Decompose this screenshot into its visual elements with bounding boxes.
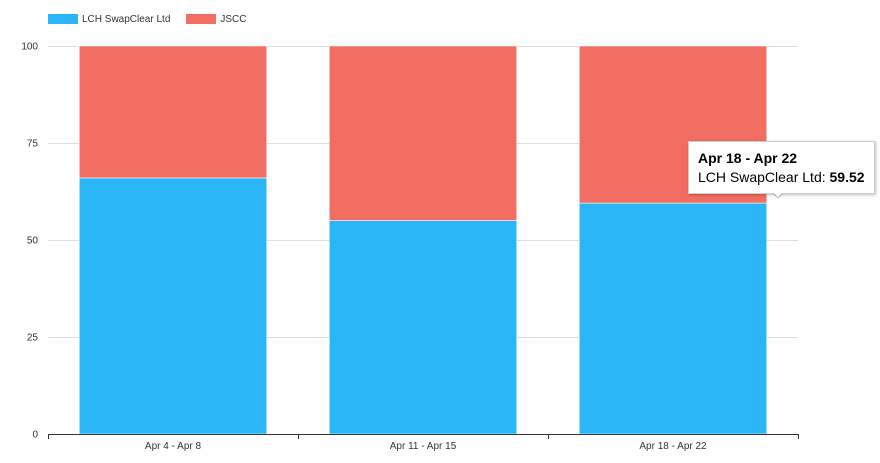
bar-lch-swapclear-2[interactable] <box>578 202 768 435</box>
bar-jscc-1[interactable] <box>328 45 518 221</box>
y-tick-label: 75 <box>27 139 39 150</box>
legend-label-lch-swapclear: LCH SwapClear Ltd <box>82 13 171 25</box>
tooltip-value: 59.52 <box>829 169 865 185</box>
y-tick-label: 100 <box>21 42 38 53</box>
legend-item-jscc[interactable]: JSCC <box>186 13 247 25</box>
tooltip-row: LCH SwapClear Ltd: 59.52 <box>698 169 865 185</box>
legend-item-lch-swapclear[interactable]: LCH SwapClear Ltd <box>48 14 170 25</box>
y-tick-label: 50 <box>27 236 39 247</box>
y-tick-label: 25 <box>27 333 39 344</box>
legend-swatch-jscc <box>186 14 217 24</box>
bar-jscc-0[interactable] <box>78 45 268 179</box>
x-tick-label: Apr 11 - Apr 15 <box>390 441 457 452</box>
legend-swatch-lch-swapclear <box>48 14 78 24</box>
tooltip: Apr 18 - Apr 22 LCH SwapClear Ltd: 59.52 <box>688 141 875 194</box>
axes: 0 25 50 75 100 Apr 4 - Apr 8 Apr 11 - Apr 15 Ap… <box>21 42 799 452</box>
x-tick-label: Apr 18 - Apr 22 <box>639 441 707 452</box>
bar-lch-swapclear-1[interactable] <box>328 220 518 435</box>
x-tick-label: Apr 4 - Apr 8 <box>145 441 202 452</box>
bar-lch-swapclear-0[interactable] <box>78 177 268 435</box>
tooltip-title: Apr 18 - Apr 22 <box>698 150 798 166</box>
legend: LCH SwapClear Ltd JSCC <box>48 12 263 26</box>
tooltip-series-label: LCH SwapClear Ltd <box>698 169 822 185</box>
legend-label-jscc: JSCC <box>220 13 247 25</box>
bars <box>78 45 768 435</box>
y-tick-label: 0 <box>32 430 38 441</box>
tooltip-arrow-fill <box>769 188 787 197</box>
